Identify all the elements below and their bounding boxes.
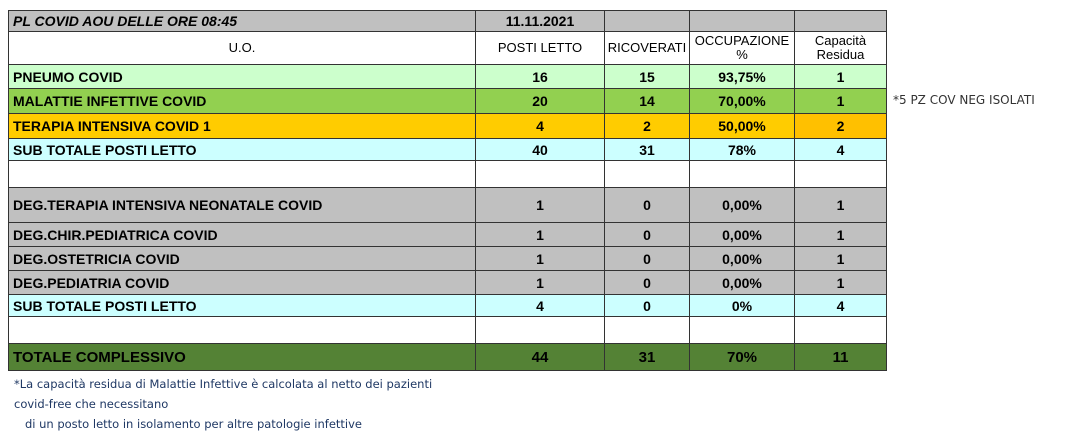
cell-name: SUB TOTALE POSTI LETTO [8, 138, 476, 161]
cell-occ: 70% [689, 343, 795, 371]
title-row: PL COVID AOU DELLE ORE 08:45 11.11.2021 [8, 10, 887, 32]
cell-occ: 70,00% [689, 88, 795, 114]
table-row: DEG.CHIR.PEDIATRICA COVID 1 0 0,00% 1 [8, 222, 887, 247]
header-posti: POSTI LETTO [475, 31, 605, 65]
cell-name: DEG.PEDIATRIA COVID [8, 270, 476, 295]
cell-posti: 4 [475, 113, 605, 139]
table-row: MALATTIE INFETTIVE COVID 20 14 70,00% 1 [8, 88, 887, 114]
report-date: 11.11.2021 [475, 10, 605, 32]
cell-occ: 0,00% [689, 246, 795, 271]
cell-cap: 1 [794, 187, 887, 223]
header-row: U.O. POSTI LETTO RICOVERATI OCCUPAZIONE … [8, 31, 887, 65]
cell-cap: 1 [794, 270, 887, 295]
cell-posti: 40 [475, 138, 605, 161]
table-row: TOTALE COMPLESSIVO 44 31 70% 11 [8, 343, 887, 371]
cell-ric: 15 [604, 64, 690, 89]
cell-posti: 1 [475, 222, 605, 247]
table-row: DEG.TERAPIA INTENSIVA NEONATALE COVID 1 0 0… [8, 187, 887, 223]
cell-name: TERAPIA INTENSIVA COVID 1 [8, 113, 476, 139]
cell-name: PNEUMO COVID [8, 64, 476, 89]
cell-cap: 1 [794, 246, 887, 271]
cell-cap: 1 [794, 64, 887, 89]
empty-row [8, 160, 887, 188]
table-row: PNEUMO COVID 16 15 93,75% 1 [8, 64, 887, 89]
cell-posti: 4 [475, 294, 605, 317]
cell-name: DEG.CHIR.PEDIATRICA COVID [8, 222, 476, 247]
cell-occ: 0,00% [689, 187, 795, 223]
cell-cap: 2 [794, 113, 887, 139]
cell-cap: 1 [794, 222, 887, 247]
table-row: DEG.PEDIATRIA COVID 1 0 0,00% 1 [8, 270, 887, 295]
side-note: *5 PZ COV NEG ISOLATI [893, 93, 1035, 107]
footnote: *La capacità residua di Malattie Infetti… [14, 377, 433, 431]
cell-name: TOTALE COMPLESSIVO [8, 343, 476, 371]
cell-ric: 0 [604, 294, 690, 317]
cell-name: DEG.OSTETRICIA COVID [8, 246, 476, 271]
cell-ric: 0 [604, 187, 690, 223]
cell-ric: 2 [604, 113, 690, 139]
cell-occ: 0,00% [689, 270, 795, 295]
table-row: TERAPIA INTENSIVA COVID 1 4 2 50,00% 2 [8, 113, 887, 139]
cell-occ: 0% [689, 294, 795, 317]
cell-posti: 1 [475, 270, 605, 295]
table-row: SUB TOTALE POSTI LETTO 40 31 78% 4 [8, 138, 887, 161]
header-occupazione: OCCUPAZIONE % [689, 31, 795, 65]
cell-occ: 50,00% [689, 113, 795, 139]
cell-occ: 93,75% [689, 64, 795, 89]
cell-posti: 1 [475, 246, 605, 271]
table-row: SUB TOTALE POSTI LETTO 4 0 0% 4 [8, 294, 887, 317]
cell-ric: 0 [604, 270, 690, 295]
report-title: PL COVID AOU DELLE ORE 08:45 [8, 10, 476, 32]
cell-posti: 16 [475, 64, 605, 89]
bed-occupancy-table: PL COVID AOU DELLE ORE 08:45 11.11.2021 … [8, 10, 887, 371]
cell-occ: 78% [689, 138, 795, 161]
cell-ric: 31 [604, 138, 690, 161]
cell-name: SUB TOTALE POSTI LETTO [8, 294, 476, 317]
header-ricoverati: RICOVERATI [604, 31, 690, 65]
cell-cap: 11 [794, 343, 887, 371]
cell-occ: 0,00% [689, 222, 795, 247]
cell-ric: 14 [604, 88, 690, 114]
table-row: DEG.OSTETRICIA COVID 1 0 0,00% 1 [8, 246, 887, 271]
cell-posti: 20 [475, 88, 605, 114]
header-uo: U.O. [8, 31, 476, 65]
cell-posti: 44 [475, 343, 605, 371]
cell-ric: 0 [604, 222, 690, 247]
cell-posti: 1 [475, 187, 605, 223]
cell-ric: 0 [604, 246, 690, 271]
cell-cap: 4 [794, 294, 887, 317]
cell-name: MALATTIE INFETTIVE COVID [8, 88, 476, 114]
cell-cap: 4 [794, 138, 887, 161]
empty-row [8, 316, 887, 344]
header-capacita: Capacità Residua [794, 31, 887, 65]
cell-name: DEG.TERAPIA INTENSIVA NEONATALE COVID [8, 187, 476, 223]
cell-cap: 1 [794, 88, 887, 114]
cell-ric: 31 [604, 343, 690, 371]
